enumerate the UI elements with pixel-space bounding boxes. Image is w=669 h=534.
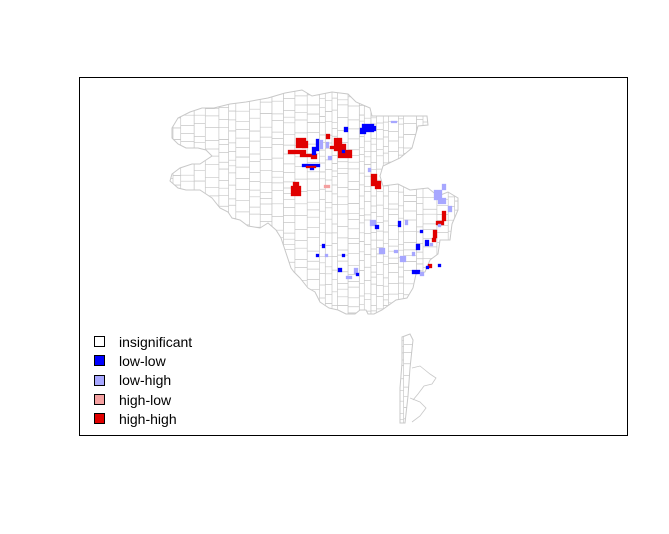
tract-high-high [370,173,378,187]
legend-label-high-low: high-low [119,391,172,408]
tract-low-low [371,125,377,132]
tract-high-high [333,137,343,145]
tract-high-high [329,145,337,150]
tract-low-high [327,155,333,161]
tract-low-low [424,239,430,247]
tract-high-high [441,210,447,222]
legend: insignificant low-low low-high high-low … [94,332,192,428]
tract-low-high [437,223,442,228]
tract-low-high [319,139,324,150]
tract-low-low [337,267,343,273]
tract-low-low [419,229,424,234]
tract-low-high [393,249,399,254]
tract-low-high [429,242,434,247]
tract-low-low [321,243,326,249]
tract-low-low [343,126,349,133]
tract-low-high [399,255,407,263]
legend-label-low-high: low-high [119,372,172,389]
tract-low-low [341,253,346,258]
lisa-cluster-map [169,89,459,424]
tract-low-high [441,183,447,191]
tract-low-low [374,224,380,230]
map-frame: insignificant low-low low-high high-low … [79,77,628,436]
tract-high-high [374,180,382,190]
tract-low-low [341,149,346,154]
tract-low-high [324,253,329,258]
tract-high-high [290,185,302,197]
tract-high-high [325,133,331,140]
tract-low-low [415,243,421,251]
tract-low-high [345,275,353,280]
legend-item-low-low: low-low [94,351,192,370]
tract-low-high [390,120,398,124]
legend-swatch-insignificant [94,336,105,348]
tract-low-low [359,127,367,135]
tract-low-low [309,167,315,171]
tract-high-high [345,149,353,159]
legend-label-high-high: high-high [119,410,177,427]
tract-high-high [292,181,300,187]
legend-swatch-low-low [94,355,105,367]
legend-item-insignificant: insignificant [94,332,192,351]
legend-item-low-high: low-high [94,371,192,390]
tract-low-low [437,263,442,268]
tract-low-low [311,146,317,156]
tract-low-high [367,167,372,173]
harbor-shoreline [409,365,437,423]
tract-high-high [305,165,317,169]
tract-low-high [419,271,425,277]
tract-low-low [425,265,430,270]
tract-high-low [323,184,331,189]
tract-low-high [447,205,453,213]
tract-high-high [431,237,437,243]
tract-high-high [301,140,309,149]
tract-low-low [397,220,402,228]
legend-label-insignificant: insignificant [119,333,193,350]
tract-low-high [325,141,330,149]
tract-low-high [378,247,386,255]
tract-low-low [411,269,421,275]
tract-low-low [315,253,320,258]
tract-low-low [315,138,320,152]
legend-item-high-low: high-low [94,390,192,409]
legend-item-high-high: high-high [94,409,192,428]
legend-swatch-high-low [94,394,105,406]
tract-high-high [432,229,438,239]
tract-low-high [404,219,409,226]
tract-low-high [369,219,377,227]
cluster-tracts [287,120,453,280]
legend-label-low-low: low-low [119,352,166,369]
tract-low-high [411,251,416,257]
tract-low-high [437,197,447,205]
tract-low-low [355,272,360,277]
legend-swatch-high-high [94,413,105,425]
legend-swatch-low-high [94,374,105,386]
tract-high-high [287,149,307,155]
